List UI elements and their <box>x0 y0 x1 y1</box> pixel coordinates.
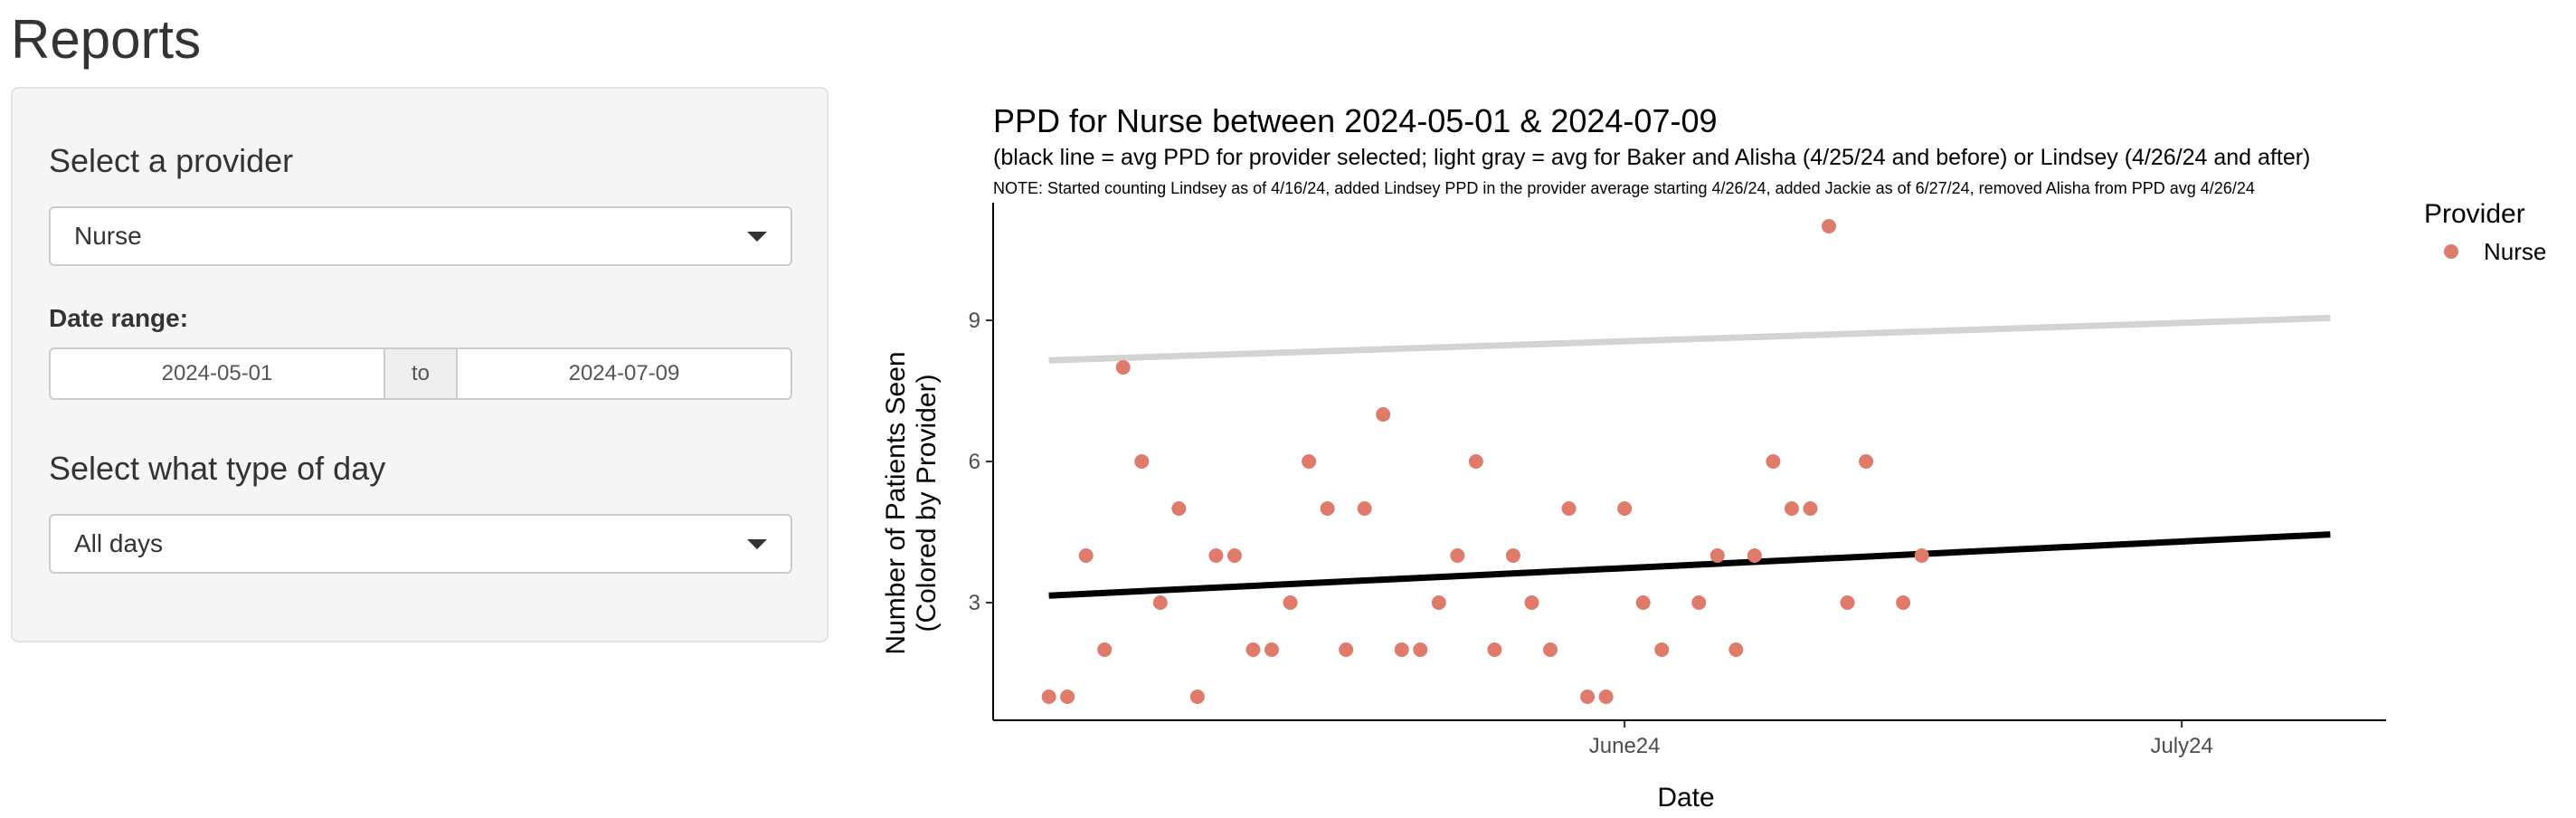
data-point <box>1097 642 1113 657</box>
data-point <box>1357 501 1372 516</box>
provider-average-line <box>1048 531 2331 599</box>
data-point <box>1226 548 1242 563</box>
data-point <box>1524 595 1539 610</box>
data-point <box>1115 360 1131 375</box>
data-point <box>1339 642 1354 657</box>
chevron-down-icon <box>747 538 767 549</box>
chevron-down-icon <box>747 231 767 242</box>
data-point <box>1431 595 1446 610</box>
x-tick-label: July24 <box>2150 734 2212 758</box>
data-point <box>1487 642 1502 657</box>
data-point <box>1171 501 1187 516</box>
data-point <box>1468 454 1483 469</box>
data-point <box>1896 595 1911 610</box>
data-point <box>1060 690 1075 704</box>
x-axis-title: Date <box>1657 783 1714 813</box>
data-point <box>1078 548 1094 563</box>
legend: Provider Nurse <box>2424 199 2546 265</box>
data-point <box>1822 219 1836 233</box>
data-point <box>1580 690 1596 704</box>
chart-note: NOTE: Started counting Lindsey as of 4/1… <box>993 179 2255 197</box>
date-range-input: 2024-05-01 to 2024-07-09 <box>49 347 792 400</box>
data-point <box>1747 548 1762 563</box>
reference-average-line <box>1048 314 2331 364</box>
data-point <box>1134 454 1150 469</box>
data-point <box>1041 690 1056 704</box>
data-point <box>1859 454 1874 469</box>
data-point <box>1803 501 1818 516</box>
data-point <box>1766 454 1781 469</box>
data-point <box>1413 642 1428 657</box>
provider-select-value: Nurse <box>74 222 142 250</box>
data-point <box>1617 501 1633 516</box>
data-point <box>1784 501 1799 516</box>
data-point <box>1394 642 1409 657</box>
chart-title: PPD for Nurse between 2024-05-01 & 2024-… <box>993 102 1718 139</box>
data-point <box>1302 454 1317 469</box>
data-point <box>1914 548 1929 563</box>
data-point <box>1709 548 1725 563</box>
y-axis-ticks: 3 6 9 <box>969 309 993 615</box>
data-point <box>1264 642 1279 657</box>
page-title: Reports <box>11 9 202 70</box>
data-point <box>1189 690 1205 704</box>
provider-select[interactable]: Nurse <box>49 206 792 266</box>
data-point <box>1840 595 1855 610</box>
data-point <box>1450 548 1465 563</box>
y-axis-title-line-2: (Colored by Provider) <box>912 374 942 632</box>
x-tick-label: June24 <box>1589 734 1661 758</box>
day-type-select-value: All days <box>74 529 164 557</box>
y-tick-label: 9 <box>969 309 980 333</box>
data-point <box>1320 501 1335 516</box>
ppd-scatter-chart: PPD for Nurse between 2024-05-01 & 2024-… <box>881 102 2546 813</box>
data-point <box>1543 642 1558 657</box>
day-type-label: Select what type of day <box>49 450 386 487</box>
data-point <box>1654 642 1670 657</box>
end-date-input[interactable]: 2024-07-09 <box>456 347 792 400</box>
data-point <box>1208 548 1224 563</box>
data-point <box>1152 595 1168 610</box>
data-point <box>1245 642 1261 657</box>
start-date-input[interactable]: 2024-05-01 <box>49 347 385 400</box>
y-axis-title: Number of Patients Seen (Colored by Prov… <box>881 351 942 654</box>
y-axis-title-line-1: Number of Patients Seen <box>881 351 911 654</box>
y-tick-label: 3 <box>969 591 980 615</box>
date-range-separator: to <box>385 347 456 400</box>
data-point <box>1635 595 1651 610</box>
chart-subtitle: (black line = avg PPD for provider selec… <box>993 145 2310 170</box>
trend-lines <box>1048 314 2331 599</box>
data-point <box>1376 407 1391 422</box>
data-point <box>1691 595 1707 610</box>
day-type-select[interactable]: All days <box>49 514 792 574</box>
data-point <box>1728 642 1744 657</box>
provider-label: Select a provider <box>49 142 294 179</box>
legend-title: Provider <box>2424 199 2525 229</box>
data-point <box>1283 595 1298 610</box>
date-range-label: Date range: <box>49 304 189 332</box>
x-axis-ticks: June24 July24 <box>1589 720 2213 758</box>
data-point <box>1505 548 1520 563</box>
y-tick-label: 6 <box>969 450 980 474</box>
legend-marker-nurse <box>2444 244 2458 259</box>
filter-panel: Select a provider Nurse Date range: 2024… <box>11 87 829 642</box>
data-points <box>1041 219 1929 704</box>
legend-label-nurse: Nurse <box>2484 238 2546 265</box>
data-point <box>1598 690 1614 704</box>
data-point <box>1561 501 1577 516</box>
